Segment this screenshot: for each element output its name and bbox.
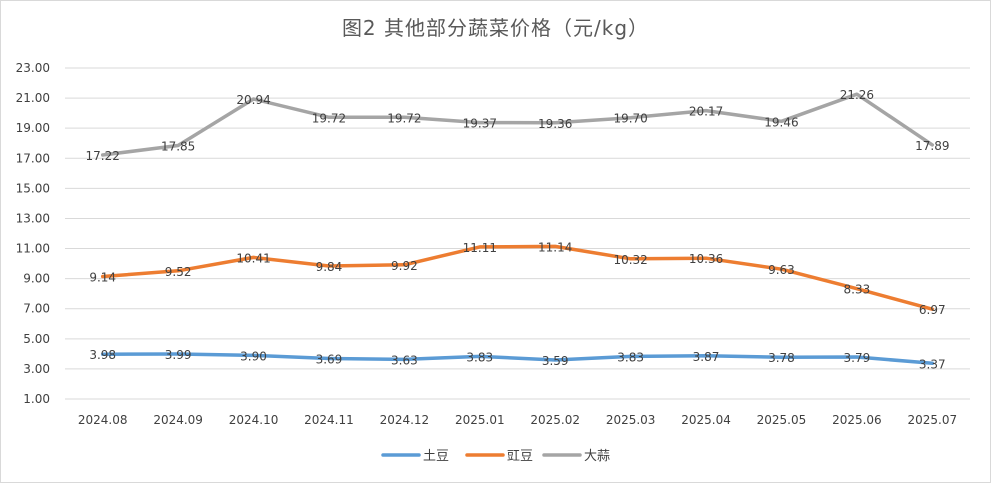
gridlines — [65, 67, 970, 400]
x-tick-label: 2024.11 — [304, 413, 354, 427]
data-label: 11.11 — [463, 241, 497, 255]
data-label: 9.14 — [89, 271, 116, 285]
y-tick-label: 15.00 — [16, 181, 50, 195]
data-label: 17.89 — [915, 139, 949, 153]
data-label: 3.79 — [844, 351, 871, 365]
x-tick-label: 2025.06 — [832, 413, 882, 427]
y-axis: 1.00 3.00 5.00 7.00 9.00 11.00 13.00 15.00 17.00… — [16, 61, 50, 406]
data-label: 19.72 — [387, 111, 421, 125]
data-label: 17.22 — [86, 149, 120, 163]
data-label: 9.63 — [768, 263, 795, 277]
data-label: 19.70 — [613, 112, 647, 126]
data-label: 3.83 — [617, 350, 644, 364]
data-label: 19.37 — [463, 117, 497, 131]
data-label: 3.59 — [542, 354, 569, 368]
x-tick-label: 2025.05 — [757, 413, 807, 427]
y-tick-label: 19.00 — [16, 121, 50, 135]
x-tick-label: 2024.08 — [78, 413, 128, 427]
data-label: 21.26 — [840, 88, 874, 102]
data-label: 20.94 — [236, 93, 270, 107]
y-tick-label: 5.00 — [23, 332, 50, 346]
y-tick-label: 21.00 — [16, 91, 50, 105]
series-line-3 — [100, 92, 935, 157]
series-line-2 — [100, 244, 935, 311]
chart-title: 图2 其他部分蔬菜价格（元/kg） — [341, 16, 650, 40]
y-tick-label: 1.00 — [23, 392, 50, 406]
data-labels: 3.98 3.99 3.90 3.69 3.63 3.83 3.59 3.83 3.87 3.78… — [86, 88, 950, 371]
data-label: 8.33 — [844, 283, 871, 297]
series-line-1 — [100, 352, 935, 366]
data-label: 9.84 — [316, 260, 343, 274]
y-tick-label: 7.00 — [23, 302, 50, 316]
data-label: 3.69 — [316, 353, 343, 367]
data-label: 10.41 — [236, 251, 270, 265]
x-tick-label: 2025.03 — [606, 413, 656, 427]
data-label: 11.14 — [538, 240, 572, 254]
data-label: 20.17 — [689, 105, 723, 119]
legend: 土豆 豇豆 大蒜 — [381, 449, 610, 464]
data-label: 19.72 — [312, 111, 346, 125]
x-tick-label: 2025.01 — [455, 413, 505, 427]
x-tick-label: 2025.04 — [681, 413, 731, 427]
x-axis: 2024.08 2024.09 2024.10 2024.11 2024.12 2025.… — [78, 413, 957, 427]
y-tick-label: 17.00 — [16, 151, 50, 165]
y-tick-label: 3.00 — [23, 362, 50, 376]
x-tick-label: 2025.07 — [907, 413, 957, 427]
data-label: 19.46 — [764, 115, 798, 129]
x-tick-label: 2024.09 — [153, 413, 203, 427]
legend-label: 大蒜 — [584, 449, 610, 464]
data-label: 10.32 — [613, 253, 647, 267]
data-label: 9.52 — [165, 265, 192, 279]
data-label: 10.36 — [689, 252, 723, 266]
legend-label: 豇豆 — [507, 449, 533, 464]
data-label: 3.99 — [165, 348, 192, 362]
data-label: 3.87 — [693, 350, 720, 364]
data-label: 3.78 — [768, 351, 795, 365]
data-label: 3.63 — [391, 353, 418, 367]
data-label: 17.85 — [161, 139, 195, 153]
data-label: 19.36 — [538, 117, 572, 131]
x-tick-label: 2024.10 — [229, 413, 279, 427]
legend-label: 土豆 — [423, 449, 449, 464]
data-label: 6.97 — [919, 303, 946, 317]
data-label: 3.98 — [89, 348, 116, 362]
data-label: 3.90 — [240, 349, 267, 363]
y-tick-label: 9.00 — [23, 272, 50, 286]
x-tick-label: 2025.02 — [530, 413, 580, 427]
data-label: 9.92 — [391, 259, 418, 273]
y-tick-label: 13.00 — [16, 211, 50, 225]
x-tick-label: 2024.12 — [380, 413, 430, 427]
y-tick-label: 23.00 — [16, 61, 50, 75]
data-label: 3.83 — [466, 350, 493, 364]
y-tick-label: 11.00 — [16, 242, 50, 256]
data-label: 3.37 — [919, 357, 946, 371]
series-lines — [100, 92, 935, 366]
